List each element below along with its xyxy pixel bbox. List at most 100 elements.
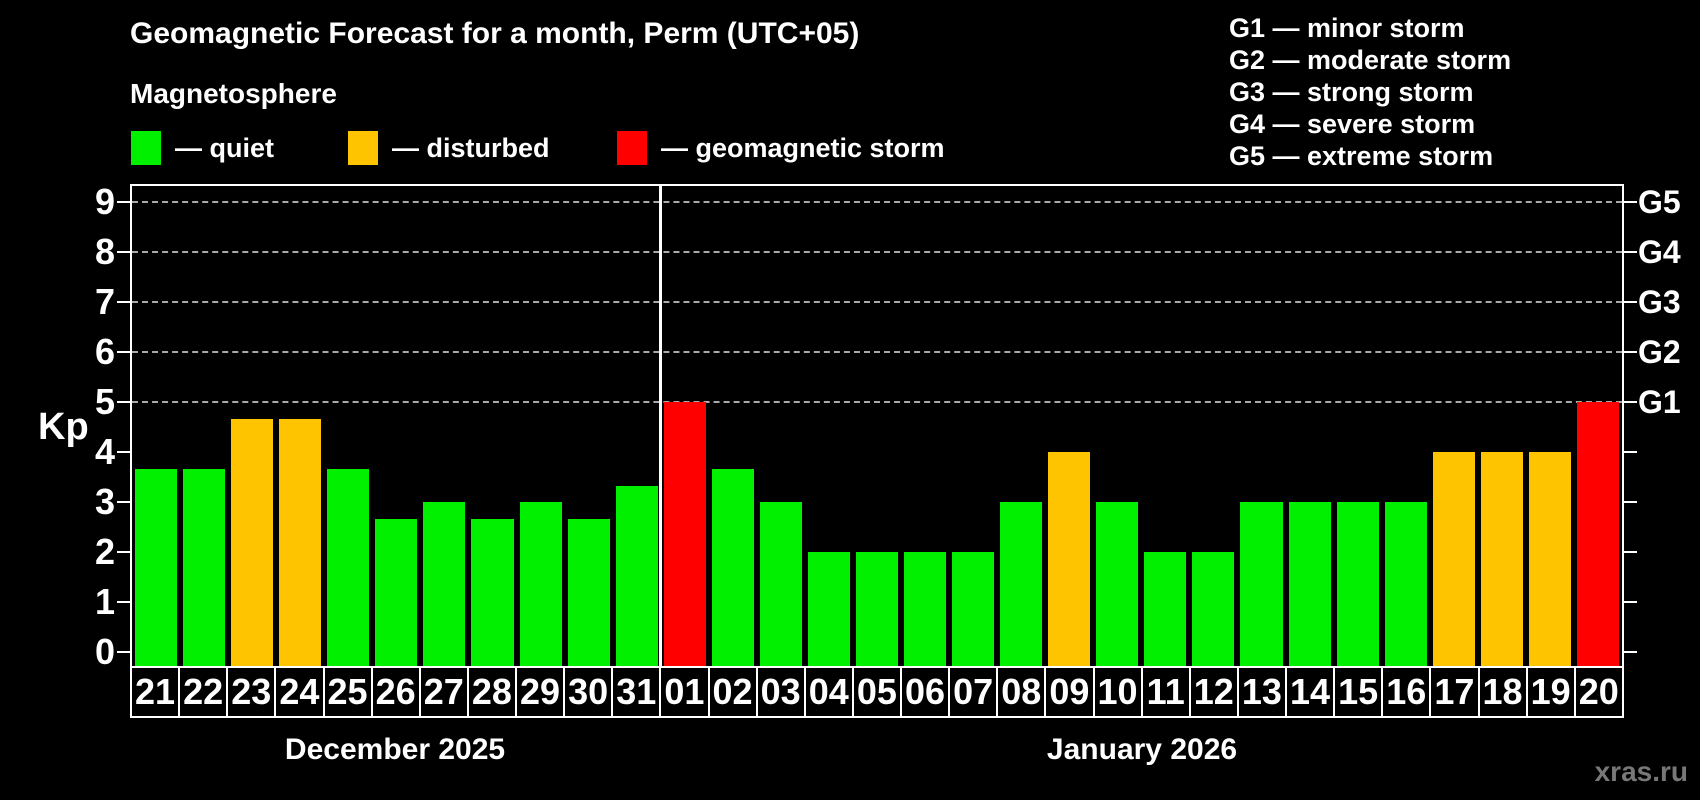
date-label-08: 08 [996, 668, 1045, 716]
y-axis-tick-right-9 [1624, 201, 1637, 203]
date-label-22: 22 [178, 668, 227, 716]
gridline-kp9 [132, 201, 1622, 203]
kp-bar-day-24 [279, 418, 322, 666]
kp-bar-day-01 [663, 402, 706, 666]
y-tick-label-6: 6 [94, 331, 115, 372]
legend-item-disturbed: — disturbed [348, 131, 550, 165]
chart-subtitle: Magnetosphere [130, 78, 337, 109]
gridline-kp7 [132, 301, 1622, 303]
kp-bar-day-06 [904, 552, 947, 666]
date-label-03: 03 [755, 668, 804, 716]
gscale-legend: G1 — minor storm G2 — moderate storm G3 … [1229, 12, 1511, 172]
kp-bar-day-18 [1480, 452, 1523, 666]
y-axis-tick-right-1 [1624, 601, 1637, 603]
kp-bar-day-31 [615, 485, 658, 666]
kp-bar-day-27 [423, 502, 466, 666]
date-label-20: 20 [1573, 668, 1622, 716]
y-axis-tick-left-0 [117, 651, 130, 653]
chart-title: Geomagnetic Forecast for a month, Perm (… [130, 17, 860, 50]
kp-bar-day-03 [759, 502, 802, 666]
month-label-december: December 2025 [284, 733, 506, 766]
gscale-legend-g2: G2 — moderate storm [1229, 45, 1512, 75]
y-tick-label-3: 3 [94, 481, 115, 522]
date-axis-row: 21 22 23 24 25 26 27 28 29 30 31 01 02 03 04 05 06 07 08 09… [130, 666, 1624, 718]
kp-bar-day-14 [1288, 502, 1331, 666]
quiet-color-swatch [131, 131, 161, 165]
g-scale-label-g2: G2 [1638, 334, 1681, 370]
storm-color-swatch [617, 131, 647, 165]
y-tick-label-2: 2 [94, 531, 115, 572]
y-tick-label-7: 7 [94, 281, 115, 322]
kp-bar-day-15 [1336, 502, 1379, 666]
y-axis-tick-left-9 [117, 201, 130, 203]
date-label-25: 25 [322, 668, 371, 716]
date-label-09: 09 [1044, 668, 1093, 716]
date-label-27: 27 [418, 668, 467, 716]
kp-bar-day-12 [1192, 552, 1235, 666]
date-label-21: 21 [132, 668, 179, 716]
y-axis-tick-right-3 [1624, 501, 1637, 503]
date-label-01: 01 [659, 668, 708, 716]
date-label-17: 17 [1429, 668, 1478, 716]
y-axis-tick-right-2 [1624, 551, 1637, 553]
gscale-legend-g1: G1 — minor storm [1229, 13, 1465, 43]
y-tick-label-8: 8 [94, 231, 115, 272]
date-label-29: 29 [515, 668, 564, 716]
date-label-12: 12 [1188, 668, 1237, 716]
y-axis-tick-left-6 [117, 351, 130, 353]
legend-item-storm: — geomagnetic storm [617, 131, 945, 165]
y-axis-tick-right-8 [1624, 251, 1637, 253]
kp-bar-day-30 [567, 518, 610, 666]
month-label-january: January 2026 [1046, 733, 1238, 766]
kp-bar-day-02 [711, 468, 754, 666]
date-label-11: 11 [1140, 668, 1189, 716]
month-separator-line [659, 186, 663, 666]
kp-bar-day-16 [1384, 502, 1427, 666]
y-axis-tick-right-5 [1624, 401, 1637, 403]
legend-label: — quiet [175, 133, 274, 163]
y-axis-tick-right-0 [1624, 651, 1637, 653]
kp-bar-day-04 [807, 552, 850, 666]
kp-bar-day-19 [1528, 452, 1571, 666]
y-tick-label-4: 4 [94, 431, 115, 472]
y-axis-tick-left-2 [117, 551, 130, 553]
kp-bar-day-23 [231, 418, 274, 666]
gridline-kp5 [132, 401, 1622, 403]
kp-bar-day-08 [1000, 502, 1043, 666]
y-axis-tick-right-6 [1624, 351, 1637, 353]
kp-bar-day-07 [952, 552, 995, 666]
disturbed-color-swatch [348, 131, 378, 165]
date-label-10: 10 [1092, 668, 1141, 716]
kp-bar-day-11 [1144, 552, 1187, 666]
kp-bar-day-20 [1576, 402, 1619, 666]
kp-bar-day-25 [327, 468, 370, 666]
kp-bar-day-10 [1096, 502, 1139, 666]
date-label-26: 26 [370, 668, 419, 716]
y-axis-label: Kp [38, 406, 89, 448]
kp-bar-day-28 [471, 518, 514, 666]
g-scale-label-g5: G5 [1638, 184, 1681, 220]
gscale-legend-g4: G4 — severe storm [1229, 109, 1476, 139]
y-axis-tick-right-4 [1624, 451, 1637, 453]
kp-bar-day-17 [1432, 452, 1475, 666]
y-axis-tick-left-5 [117, 401, 130, 403]
date-label-14: 14 [1285, 668, 1334, 716]
date-label-23: 23 [226, 668, 275, 716]
date-label-13: 13 [1236, 668, 1285, 716]
legend-item-quiet: — quiet [131, 131, 274, 165]
kp-bar-day-09 [1048, 452, 1091, 666]
date-label-04: 04 [803, 668, 852, 716]
y-tick-label-0: 0 [94, 631, 115, 672]
y-tick-label-5: 5 [94, 381, 115, 422]
y-tick-label-9: 9 [94, 181, 115, 222]
kp-bar-day-21 [135, 468, 178, 666]
kp-bar-day-26 [375, 518, 418, 666]
kp-bar-day-29 [519, 502, 562, 666]
plot-area [130, 184, 1624, 668]
y-axis-tick-left-7 [117, 301, 130, 303]
date-label-30: 30 [563, 668, 612, 716]
y-axis-tick-right-7 [1624, 301, 1637, 303]
g-scale-label-g1: G1 [1638, 384, 1681, 420]
y-axis-tick-left-8 [117, 251, 130, 253]
